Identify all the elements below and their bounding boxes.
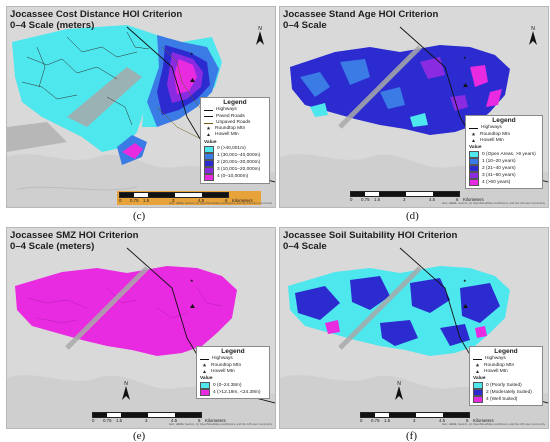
legend-e: Legend Highways ★ Roundtop Mtn ▲ Howell Mt… bbox=[196, 346, 270, 400]
panel-f-title: Jocassee Soil Suitability HOI Criterion … bbox=[283, 230, 458, 252]
credit-e: Esri, HERE, Garmin, (c) OpenStreetMap co… bbox=[169, 422, 272, 426]
scale-bar-c: 0 0.75 1.5 3 4.5 6 Kilometers bbox=[117, 191, 261, 205]
north-arrow-c: N bbox=[256, 26, 264, 45]
credit-f: Esri, HERE, Garmin, (c) OpenStreetMap co… bbox=[442, 422, 545, 426]
svg-text:★: ★ bbox=[463, 55, 467, 60]
caption-e: (e) bbox=[133, 430, 146, 442]
star-icon: ★ bbox=[471, 131, 476, 138]
north-label-e: N bbox=[124, 381, 128, 387]
credit-d: Esri, HERE, Garmin, (c) OpenStreetMap co… bbox=[442, 201, 545, 205]
legend-f: Legend Highways ★ Roundtop Mtn ▲ Howell Mt… bbox=[469, 346, 543, 407]
scale-bar-d: 0 0.75 1.5 3 4.5 6 Kilometers bbox=[350, 191, 490, 203]
svg-text:★: ★ bbox=[463, 278, 467, 283]
map-panel-f: ★ Jocassee Soil Suitability HOI Criterio… bbox=[279, 227, 549, 429]
scale-bar-e: 0 0.75 1.5 3 4.5 6 Kilometers bbox=[92, 412, 232, 424]
north-label-f: N bbox=[397, 381, 401, 387]
svg-text:★: ★ bbox=[190, 278, 194, 283]
north-arrow-f: N bbox=[395, 381, 403, 400]
legend-d: Legend Highways ★ Roundtop Mtn ▲ Howell Mt… bbox=[465, 115, 543, 190]
panel-d-title: Jocassee Stand Age HOI Criterion 0–4 Sca… bbox=[283, 9, 439, 31]
triangle-icon: ▲ bbox=[206, 132, 211, 139]
panel-e-title: Jocassee SMZ HOI Criterion 0–4 Scale (me… bbox=[10, 230, 139, 252]
map-panel-d: ★ Jocassee Stand Age HOI Criterion 0–4 S… bbox=[279, 6, 549, 208]
north-label-c: N bbox=[258, 26, 262, 32]
triangle-icon: ▲ bbox=[202, 368, 207, 375]
north-arrow-e: N bbox=[122, 381, 130, 400]
north-label-d: N bbox=[531, 26, 535, 32]
map-canvas-e: ★ bbox=[7, 228, 275, 428]
star-icon: ★ bbox=[202, 362, 207, 369]
legend-c: Legend Highways Paved Roads Unpaved Road… bbox=[200, 97, 270, 185]
panel-c-title: Jocassee Cost Distance HOI Criterion 0–4… bbox=[10, 9, 183, 31]
caption-c: (c) bbox=[133, 210, 146, 222]
scale-bar-f: 0 0.75 1.5 3 4.5 6 Kilometers bbox=[360, 412, 500, 424]
star-icon: ★ bbox=[475, 362, 480, 369]
caption-f: (f) bbox=[406, 430, 417, 442]
map-panel-c: ★ Jocassee Cost Distance HOI Criterion 0… bbox=[6, 6, 276, 208]
triangle-icon: ▲ bbox=[471, 137, 476, 144]
credit-c: Esri, HERE, Garmin, (c) OpenStreetMap co… bbox=[169, 201, 272, 205]
map-panel-e: ★ Jocassee SMZ HOI Criterion 0–4 Scale (… bbox=[6, 227, 276, 429]
svg-text:★: ★ bbox=[190, 51, 194, 56]
triangle-icon: ▲ bbox=[475, 368, 480, 375]
north-arrow-d: N bbox=[529, 26, 537, 45]
caption-d: (d) bbox=[406, 210, 419, 222]
star-icon: ★ bbox=[206, 126, 211, 133]
